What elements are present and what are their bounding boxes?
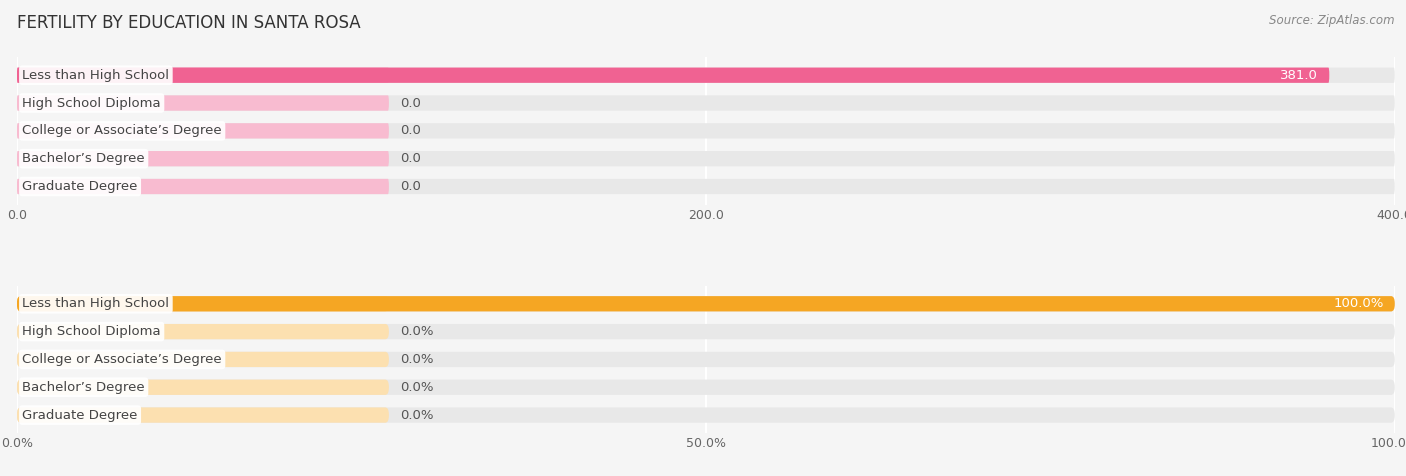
FancyBboxPatch shape	[17, 151, 1395, 166]
Text: Less than High School: Less than High School	[22, 298, 169, 310]
Text: Source: ZipAtlas.com: Source: ZipAtlas.com	[1270, 14, 1395, 27]
Text: 381.0: 381.0	[1281, 69, 1319, 82]
FancyBboxPatch shape	[17, 296, 1395, 311]
Text: 0.0%: 0.0%	[399, 408, 433, 422]
Text: 0.0%: 0.0%	[399, 381, 433, 394]
Text: College or Associate’s Degree: College or Associate’s Degree	[22, 353, 222, 366]
Text: Graduate Degree: Graduate Degree	[22, 408, 138, 422]
Text: 0.0: 0.0	[399, 152, 420, 165]
FancyBboxPatch shape	[17, 407, 389, 423]
FancyBboxPatch shape	[17, 352, 1395, 367]
Text: High School Diploma: High School Diploma	[22, 325, 162, 338]
Text: 0.0: 0.0	[399, 180, 420, 193]
FancyBboxPatch shape	[17, 179, 389, 194]
FancyBboxPatch shape	[17, 379, 1395, 395]
Text: College or Associate’s Degree: College or Associate’s Degree	[22, 124, 222, 138]
FancyBboxPatch shape	[17, 379, 389, 395]
FancyBboxPatch shape	[17, 95, 389, 111]
Text: 0.0: 0.0	[399, 97, 420, 109]
Text: Graduate Degree: Graduate Degree	[22, 180, 138, 193]
Text: Bachelor’s Degree: Bachelor’s Degree	[22, 152, 145, 165]
FancyBboxPatch shape	[17, 95, 1395, 111]
FancyBboxPatch shape	[17, 324, 389, 339]
FancyBboxPatch shape	[17, 324, 1395, 339]
Text: High School Diploma: High School Diploma	[22, 97, 162, 109]
FancyBboxPatch shape	[17, 296, 389, 311]
Text: 0.0: 0.0	[399, 124, 420, 138]
FancyBboxPatch shape	[17, 68, 1395, 83]
Text: 0.0%: 0.0%	[399, 353, 433, 366]
FancyBboxPatch shape	[17, 352, 389, 367]
FancyBboxPatch shape	[17, 151, 389, 166]
FancyBboxPatch shape	[17, 123, 389, 139]
FancyBboxPatch shape	[17, 68, 389, 83]
Text: Less than High School: Less than High School	[22, 69, 169, 82]
FancyBboxPatch shape	[17, 179, 1395, 194]
FancyBboxPatch shape	[17, 407, 1395, 423]
Text: Bachelor’s Degree: Bachelor’s Degree	[22, 381, 145, 394]
FancyBboxPatch shape	[17, 123, 1395, 139]
Text: 100.0%: 100.0%	[1333, 298, 1384, 310]
FancyBboxPatch shape	[17, 296, 1395, 311]
FancyBboxPatch shape	[17, 68, 1329, 83]
Text: FERTILITY BY EDUCATION IN SANTA ROSA: FERTILITY BY EDUCATION IN SANTA ROSA	[17, 14, 360, 32]
Text: 0.0%: 0.0%	[399, 325, 433, 338]
